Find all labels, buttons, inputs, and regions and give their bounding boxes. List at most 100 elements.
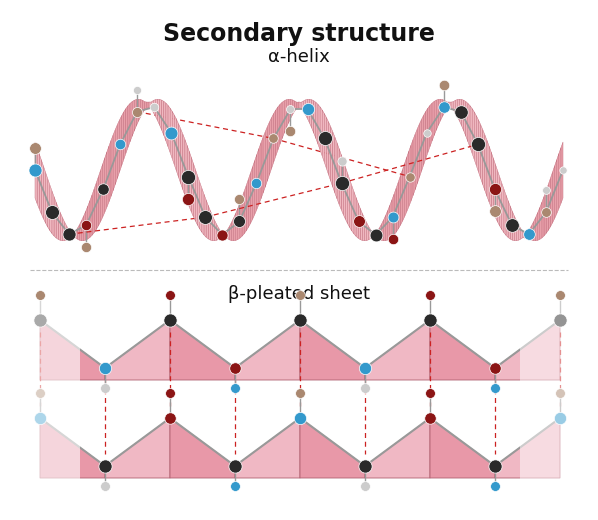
Polygon shape [362,214,364,241]
Polygon shape [212,216,215,241]
Polygon shape [514,216,517,241]
Point [360,364,370,372]
Polygon shape [196,170,197,225]
Polygon shape [394,188,396,235]
Point [98,185,108,193]
Point [439,81,448,89]
Polygon shape [477,116,478,172]
Polygon shape [373,232,375,238]
Polygon shape [62,217,65,241]
Polygon shape [388,205,390,240]
Polygon shape [386,211,388,241]
Point [150,103,159,111]
Polygon shape [396,182,398,232]
Point [558,166,568,174]
Polygon shape [124,109,126,160]
Polygon shape [451,102,453,110]
Point [295,389,305,397]
Polygon shape [136,99,139,126]
Polygon shape [151,100,153,112]
Polygon shape [113,129,115,190]
Polygon shape [41,160,44,219]
Polygon shape [347,173,350,227]
Point [64,230,74,238]
Point [218,231,227,239]
Point [425,291,435,299]
Polygon shape [365,418,430,478]
Polygon shape [164,101,166,141]
Polygon shape [117,120,120,178]
Text: Secondary structure: Secondary structure [163,22,435,46]
Polygon shape [483,129,485,190]
Polygon shape [267,122,270,181]
Polygon shape [65,222,67,241]
Polygon shape [510,206,512,240]
Polygon shape [303,100,306,114]
Polygon shape [382,220,383,241]
Polygon shape [557,154,559,214]
Polygon shape [126,106,128,153]
Point [230,462,240,470]
Polygon shape [367,223,369,241]
Polygon shape [265,127,267,187]
Point [166,129,176,137]
Polygon shape [50,185,52,233]
Polygon shape [402,163,405,221]
Polygon shape [80,221,81,241]
Polygon shape [335,137,337,199]
Polygon shape [337,143,339,204]
Polygon shape [369,227,371,240]
Polygon shape [229,223,231,241]
Polygon shape [193,163,196,221]
Polygon shape [411,139,413,201]
Polygon shape [407,151,409,212]
Polygon shape [35,142,37,204]
Polygon shape [208,205,210,240]
Polygon shape [141,99,143,117]
Polygon shape [343,161,346,219]
Point [100,364,110,372]
Polygon shape [419,120,422,177]
Polygon shape [71,232,73,238]
Polygon shape [40,418,105,478]
Polygon shape [523,232,525,238]
Polygon shape [48,178,50,230]
Point [303,105,312,113]
Point [295,291,305,299]
Polygon shape [242,191,244,236]
Point [295,414,305,422]
Polygon shape [160,99,161,130]
Point [360,482,370,490]
Polygon shape [105,152,107,213]
Polygon shape [183,134,185,196]
Point [200,213,210,222]
Polygon shape [312,100,314,133]
Polygon shape [506,195,508,238]
Polygon shape [415,129,417,190]
Polygon shape [459,99,462,126]
Polygon shape [107,146,109,207]
Point [490,462,500,470]
Point [230,384,240,392]
Polygon shape [206,200,208,239]
Point [490,384,500,392]
Polygon shape [320,107,322,156]
Polygon shape [115,125,117,185]
Point [295,316,305,324]
Polygon shape [166,103,168,147]
Polygon shape [225,230,227,239]
Point [555,414,565,422]
Polygon shape [300,320,365,380]
Polygon shape [235,320,300,380]
Polygon shape [191,157,193,217]
Polygon shape [341,154,343,215]
Point [115,140,125,149]
Point [269,134,278,142]
Polygon shape [462,99,463,131]
Polygon shape [544,191,546,236]
Polygon shape [259,143,261,204]
Polygon shape [314,101,316,138]
Polygon shape [331,127,333,187]
Polygon shape [379,224,382,240]
Polygon shape [449,102,451,108]
